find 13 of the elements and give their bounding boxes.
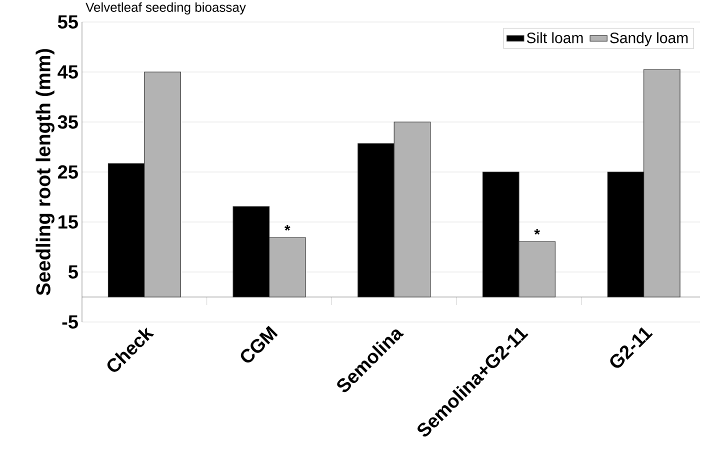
y-tick-label: 35 bbox=[58, 115, 78, 129]
legend-label: Silt loam bbox=[526, 32, 583, 44]
y-tick-label: -5 bbox=[62, 315, 78, 329]
y-tick-label: 45 bbox=[58, 65, 78, 79]
annotation: * bbox=[534, 228, 540, 235]
y-tick-label: 25 bbox=[58, 165, 78, 179]
y-tick-label: 15 bbox=[58, 215, 78, 229]
y-axis-title: Seedling root length (mm) bbox=[36, 49, 54, 296]
chart-title: Velvetleaf seeding bioassay bbox=[86, 2, 246, 14]
y-tick-label: 5 bbox=[68, 265, 78, 279]
legend-label: Sandy loam bbox=[610, 32, 688, 46]
y-tick-label: 55 bbox=[58, 15, 78, 29]
annotation: * bbox=[284, 224, 290, 231]
